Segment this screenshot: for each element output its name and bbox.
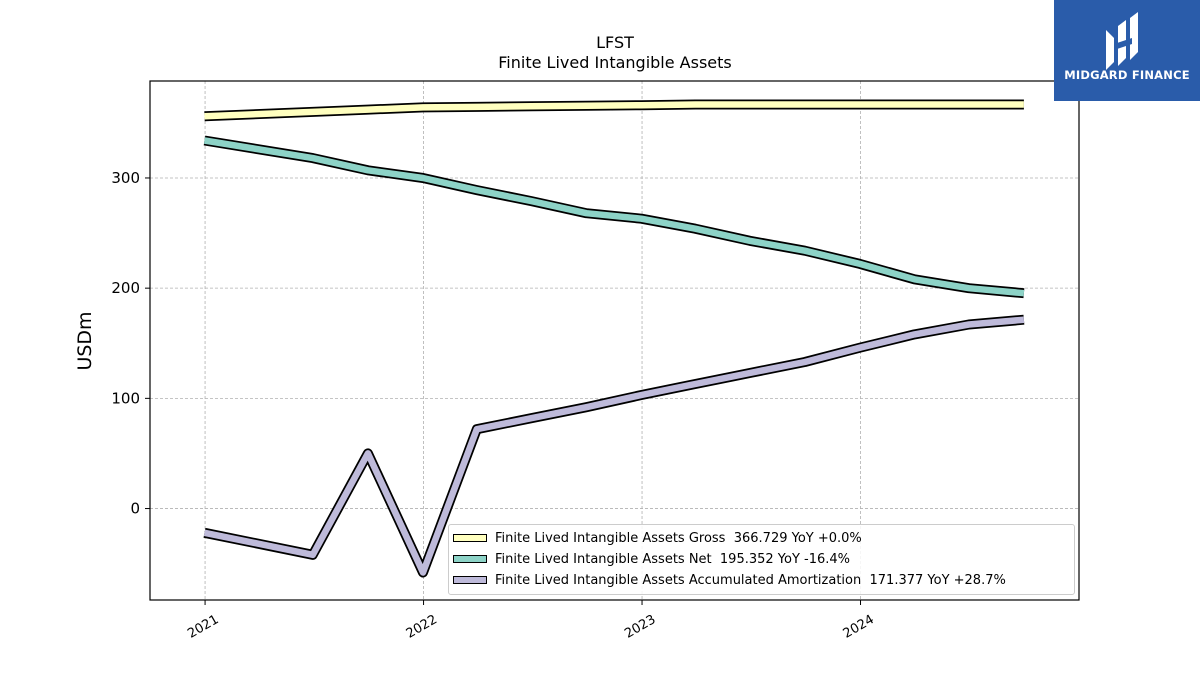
legend: Finite Lived Intangible Assets Gross 366… — [448, 524, 1075, 595]
legend-swatch — [453, 534, 487, 542]
chart-title: LFST — [596, 33, 634, 52]
y-axis-label: USDm — [74, 311, 96, 370]
x-tick-label: 2021 — [185, 612, 221, 642]
plot-frame — [149, 80, 1080, 601]
y-tick-label: 300 — [111, 169, 140, 187]
legend-item: Finite Lived Intangible Assets Accumulat… — [449, 570, 1006, 590]
logo-mark-icon — [1054, 0, 1200, 101]
x-tick-label: 2024 — [841, 612, 877, 642]
series-line — [203, 316, 1025, 576]
legend-label: Finite Lived Intangible Assets Gross 366… — [495, 530, 862, 546]
series-lines — [203, 99, 1025, 578]
x-tick-label: 2023 — [622, 612, 658, 642]
series-line — [203, 137, 1025, 297]
legend-swatch — [453, 576, 487, 584]
logo-text: MIDGARD FINANCE — [1064, 68, 1190, 82]
legend-label: Finite Lived Intangible Assets Net 195.3… — [495, 551, 851, 567]
chart-subtitle: Finite Lived Intangible Assets — [498, 53, 731, 72]
legend-item: Finite Lived Intangible Assets Gross 366… — [449, 528, 862, 548]
legend-item: Finite Lived Intangible Assets Net 195.3… — [449, 549, 850, 569]
series-line — [204, 101, 1024, 120]
y-tick-label: 200 — [111, 279, 140, 297]
legend-label: Finite Lived Intangible Assets Accumulat… — [495, 572, 1006, 588]
y-tick-label: 0 — [130, 500, 140, 518]
x-tick-label: 2022 — [404, 612, 440, 642]
legend-swatch — [453, 555, 487, 563]
midgard-finance-logo: MIDGARD FINANCE — [1054, 0, 1200, 101]
grid — [150, 81, 1079, 600]
y-tick-label: 100 — [111, 389, 140, 407]
